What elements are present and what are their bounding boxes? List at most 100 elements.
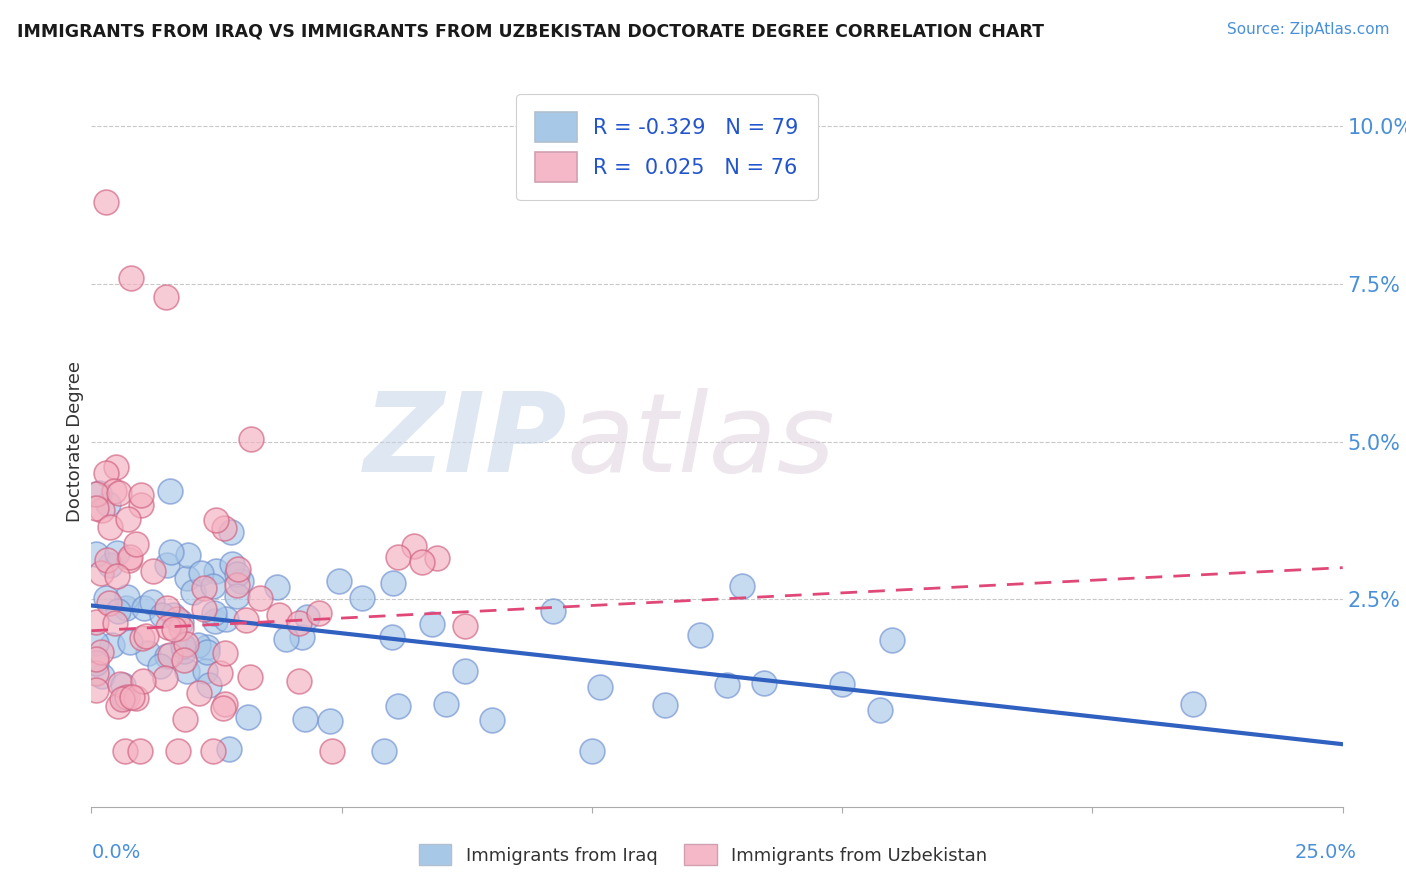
Point [166, 612, 188, 626]
Point [94, 591, 117, 606]
Point [159, 484, 181, 499]
Point [198, 677, 221, 691]
Point [86, 547, 108, 561]
Point [481, 714, 503, 728]
Point [731, 579, 754, 593]
Point [328, 574, 350, 588]
Point [155, 289, 177, 303]
Point [267, 607, 290, 622]
Point [136, 646, 159, 660]
Point [173, 653, 195, 667]
Point [86, 500, 108, 515]
Point [112, 678, 135, 692]
Point [882, 633, 904, 648]
Point [319, 714, 342, 728]
Point [104, 616, 127, 631]
Point [108, 485, 131, 500]
Point [132, 601, 155, 615]
Point [166, 743, 188, 757]
Point [454, 664, 477, 678]
Point [174, 712, 197, 726]
Point [172, 639, 194, 653]
Point [117, 690, 139, 704]
Point [249, 591, 271, 605]
Point [654, 698, 676, 712]
Point [218, 742, 240, 756]
Point [201, 743, 224, 757]
Point [97, 497, 120, 511]
Point [187, 638, 209, 652]
Point [1181, 698, 1204, 712]
Point [90, 566, 112, 580]
Point [129, 488, 152, 502]
Point [215, 612, 238, 626]
Point [204, 614, 226, 628]
Point [96, 553, 118, 567]
Point [121, 690, 143, 705]
Text: IMMIGRANTS FROM IRAQ VS IMMIGRANTS FROM UZBEKISTAN DOCTORATE DEGREE CORRELATION : IMMIGRANTS FROM IRAQ VS IMMIGRANTS FROM … [17, 22, 1043, 40]
Point [288, 674, 311, 689]
Point [135, 629, 157, 643]
Point [581, 743, 603, 757]
Point [190, 566, 212, 580]
Point [156, 600, 179, 615]
Point [291, 630, 314, 644]
Point [90, 669, 112, 683]
Point [170, 615, 193, 629]
Point [266, 580, 288, 594]
Point [98, 520, 121, 534]
Point [86, 636, 108, 650]
Point [141, 564, 163, 578]
Point [107, 603, 129, 617]
Point [103, 484, 125, 499]
Text: 25.0%: 25.0% [1295, 843, 1357, 862]
Point [131, 673, 153, 688]
Point [295, 610, 318, 624]
Point [869, 704, 891, 718]
Point [181, 585, 204, 599]
Point [105, 546, 128, 560]
Point [97, 597, 120, 611]
Point [387, 699, 409, 714]
Point [221, 557, 243, 571]
Point [107, 699, 129, 714]
Point [176, 571, 198, 585]
Point [193, 601, 215, 615]
Point [108, 676, 131, 690]
Point [117, 512, 139, 526]
Point [831, 677, 853, 691]
Point [141, 595, 163, 609]
Point [689, 627, 711, 641]
Point [194, 664, 217, 678]
Text: atlas: atlas [567, 388, 835, 495]
Point [153, 671, 176, 685]
Point [149, 659, 172, 673]
Point [150, 608, 173, 623]
Point [162, 608, 184, 623]
Point [131, 631, 153, 645]
Point [125, 536, 148, 550]
Point [381, 630, 404, 644]
Point [225, 589, 247, 603]
Point [86, 615, 108, 630]
Point [173, 644, 195, 658]
Point [411, 555, 433, 569]
Point [212, 521, 235, 535]
Point [120, 550, 142, 565]
Point [225, 566, 247, 581]
Point [176, 664, 198, 678]
Point [235, 613, 257, 627]
Point [426, 550, 449, 565]
Point [226, 562, 249, 576]
Point [125, 691, 148, 706]
Point [205, 564, 228, 578]
Point [287, 616, 309, 631]
Point [159, 648, 181, 662]
Point [589, 680, 612, 694]
Point [101, 638, 124, 652]
Point [112, 691, 135, 706]
Point [86, 656, 108, 670]
Point [236, 710, 259, 724]
Point [156, 558, 179, 573]
Point [212, 701, 235, 715]
